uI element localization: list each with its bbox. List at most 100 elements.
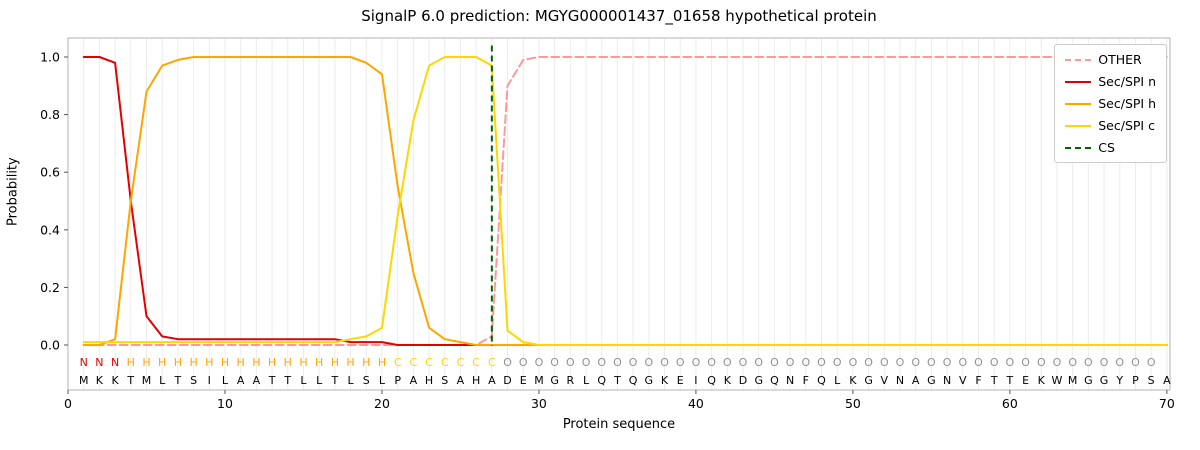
series-sec-spi-h xyxy=(82,56,1168,346)
y-tick-label: 1.0 xyxy=(40,50,60,65)
residue-letter: P xyxy=(394,374,401,387)
legend-item-sec-spi-c: Sec/SPI c xyxy=(1065,118,1156,133)
y-axis-label: Probability xyxy=(5,157,21,226)
residue-letter: E xyxy=(520,374,527,387)
region-label: O xyxy=(566,356,575,369)
residue-letter: A xyxy=(237,374,245,387)
region-label: C xyxy=(457,356,465,369)
residue-letter: L xyxy=(159,374,166,387)
region-label: O xyxy=(801,356,810,369)
residue-letter: Q xyxy=(597,374,606,387)
region-label: O xyxy=(849,356,858,369)
residue-letter: L xyxy=(347,374,354,387)
region-label: H xyxy=(284,356,292,369)
x-tick-label: 70 xyxy=(1159,396,1175,411)
region-label: O xyxy=(990,356,999,369)
region-label: H xyxy=(189,356,197,369)
region-label: O xyxy=(535,356,544,369)
region-label: O xyxy=(1100,356,1109,369)
legend-label: Sec/SPI c xyxy=(1098,118,1155,133)
region-label: C xyxy=(488,356,496,369)
residue-letter: W xyxy=(1052,374,1063,387)
region-label: H xyxy=(205,356,213,369)
region-label: O xyxy=(1006,356,1015,369)
legend: OTHER Sec/SPI n Sec/SPI h Sec/SPI c CS xyxy=(1054,44,1167,163)
region-label: O xyxy=(754,356,763,369)
residue-letter: K xyxy=(1038,374,1046,387)
legend-line-sample xyxy=(1065,80,1092,83)
residue-letter: N xyxy=(896,374,904,387)
region-label: H xyxy=(158,356,166,369)
residue-letter: A xyxy=(488,374,496,387)
legend-line-sample xyxy=(1065,124,1092,127)
region-label: O xyxy=(880,356,889,369)
residue-letter: T xyxy=(126,374,134,387)
residue-letter: E xyxy=(1022,374,1029,387)
residue-letter: L xyxy=(583,374,590,387)
region-label: O xyxy=(613,356,622,369)
residue-letter: Q xyxy=(817,374,826,387)
region-label: H xyxy=(268,356,276,369)
residue-letter: F xyxy=(803,374,809,387)
region-label: O xyxy=(943,356,952,369)
series-sec-spi-n xyxy=(82,56,1168,346)
region-label: O xyxy=(1053,356,1062,369)
region-label: O xyxy=(911,356,920,369)
region-label: H xyxy=(331,356,339,369)
region-label: O xyxy=(1037,356,1046,369)
residue-letter: A xyxy=(912,374,920,387)
region-label: O xyxy=(723,356,732,369)
region-label: O xyxy=(519,356,528,369)
legend-label: Sec/SPI h xyxy=(1098,96,1156,111)
region-label: O xyxy=(817,356,826,369)
x-tick-label: 50 xyxy=(845,396,861,411)
region-label: O xyxy=(833,356,842,369)
y-tick-label: 0.4 xyxy=(40,222,60,237)
residue-letter: G xyxy=(927,374,936,387)
y-tick-label: 0.8 xyxy=(40,107,60,122)
residue-letter: K xyxy=(111,374,119,387)
residue-letter: T xyxy=(330,374,338,387)
legend-line-sample xyxy=(1065,102,1092,105)
region-label: O xyxy=(550,356,559,369)
legend-label: CS xyxy=(1098,140,1115,155)
x-tick-label: 60 xyxy=(1002,396,1018,411)
region-label: O xyxy=(1147,356,1156,369)
series-sec-spi-c xyxy=(82,56,1168,346)
region-label: O xyxy=(676,356,685,369)
region-label: O xyxy=(958,356,967,369)
x-axis-label: Protein sequence xyxy=(562,417,676,432)
region-label: O xyxy=(582,356,591,369)
region-label: H xyxy=(299,356,307,369)
region-label: O xyxy=(644,356,653,369)
residue-letter: D xyxy=(739,374,747,387)
residue-letter: P xyxy=(1132,374,1139,387)
region-label: O xyxy=(864,356,873,369)
x-tick-label: 30 xyxy=(531,396,547,411)
residue-letter: N xyxy=(786,374,794,387)
region-label: O xyxy=(1131,356,1140,369)
residue-letter: L xyxy=(300,374,307,387)
region-label: H xyxy=(221,356,229,369)
residue-letter: V xyxy=(881,374,889,387)
region-label: O xyxy=(974,356,983,369)
series-other xyxy=(82,56,1168,346)
residue-letter: A xyxy=(1163,374,1171,387)
x-tick-label: 40 xyxy=(688,396,704,411)
region-label: O xyxy=(927,356,936,369)
region-label: H xyxy=(174,356,182,369)
region-label: H xyxy=(346,356,354,369)
region-label: H xyxy=(142,356,150,369)
region-label: H xyxy=(237,356,245,369)
region-label: O xyxy=(1084,356,1093,369)
residue-letter: M xyxy=(79,374,89,387)
region-label: C xyxy=(394,356,402,369)
plot-frame xyxy=(67,37,1171,391)
x-tick-label: 0 xyxy=(64,396,72,411)
legend-label: Sec/SPI n xyxy=(1098,74,1156,89)
region-label: C xyxy=(425,356,433,369)
residue-letter: T xyxy=(283,374,291,387)
residue-letter: K xyxy=(96,374,104,387)
residue-letter: R xyxy=(567,374,575,387)
